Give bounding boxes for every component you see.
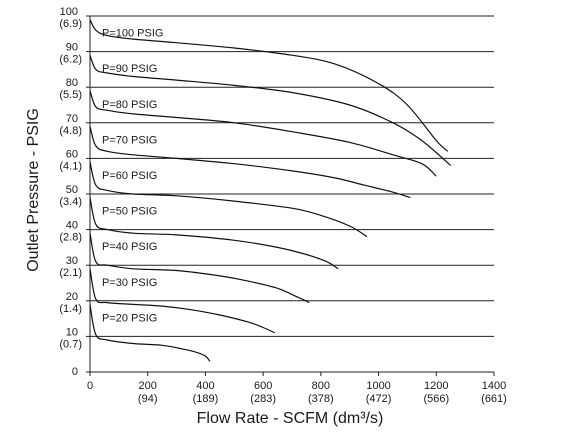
- series-label-p20: P=20 PSIG: [102, 312, 157, 324]
- y-tick-label-60: 60: [66, 148, 78, 160]
- series-line-p100: [89, 19, 449, 152]
- series-line-p20: [89, 304, 211, 362]
- y-tick-label-30: 30: [66, 255, 78, 267]
- series-label-p70: P=70 PSIG: [102, 134, 157, 146]
- series-label-p50: P=50 PSIG: [102, 206, 157, 218]
- series-line-p70: [89, 126, 411, 199]
- series-line-p40: [89, 233, 310, 304]
- y-tick-sublabel-100: (6.9): [59, 18, 82, 30]
- y-tick-label-10: 10: [66, 326, 78, 338]
- y-tick-sublabel-30: (2.1): [59, 267, 82, 279]
- series-label-p30: P=30 PSIG: [102, 277, 157, 289]
- y-tick-label-20: 20: [66, 291, 78, 303]
- x-tick-label-1400: 1400: [482, 380, 506, 392]
- series-line-p80: [89, 90, 437, 177]
- series-line-p30: [89, 268, 275, 334]
- y-tick-label-100: 100: [60, 6, 78, 18]
- series-line-p90: [89, 54, 452, 166]
- series-label-p40: P=40 PSIG: [102, 241, 157, 253]
- y-tick-sublabel-50: (3.4): [59, 196, 82, 208]
- y-tick-sublabel-20: (1.4): [59, 303, 82, 315]
- series-group: P=100 PSIG P=90 PSIG P=80 PSIG P=70 PSIG P=6…: [89, 19, 452, 362]
- x-tick-label-800: 800: [312, 380, 330, 392]
- x-tick-sublabel-600: (283): [250, 393, 276, 405]
- series-label-p90: P=90 PSIG: [102, 63, 157, 75]
- y-tick-sublabel-40: (2.8): [59, 232, 82, 244]
- series-line-p60: [89, 161, 368, 238]
- y-tick-sublabel-60: (4.1): [59, 160, 82, 172]
- y-tick-sublabel-90: (6.2): [59, 54, 82, 66]
- y-tick-sublabel-70: (4.8): [59, 125, 82, 137]
- series-line-p50: [89, 197, 339, 270]
- x-tick-label-1200: 1200: [424, 380, 448, 392]
- x-tick-label-400: 400: [196, 380, 214, 392]
- series-label-p60: P=60 PSIG: [102, 170, 157, 182]
- x-tick-sublabel-400: (189): [193, 393, 219, 405]
- x-tick-sublabel-1200: (566): [423, 393, 449, 405]
- y-tick-label-40: 40: [66, 220, 78, 232]
- x-tick-sublabel-1000: (472): [366, 393, 392, 405]
- series-label-p80: P=80 PSIG: [102, 99, 157, 111]
- y-tick-sublabel-80: (5.5): [59, 89, 82, 101]
- y-tick-sublabel-10: (0.7): [59, 338, 82, 350]
- y-tick-label-0: 0: [72, 366, 78, 378]
- tick-labels: 010(0.7)20(1.4)30(2.1)40(2.8)50(3.4)60(4…: [59, 6, 506, 405]
- series-label-p100: P=100 PSIG: [102, 28, 163, 40]
- y-axis-title: Outlet Pressure - PSIG: [25, 108, 42, 272]
- x-tick-label-200: 200: [139, 380, 157, 392]
- y-tick-label-90: 90: [66, 42, 78, 54]
- x-tick-sublabel-800: (378): [308, 393, 334, 405]
- y-tick-label-80: 80: [66, 77, 78, 89]
- x-axis-title: Flow Rate - SCFM (dm³/s): [197, 410, 384, 427]
- x-tick-sublabel-1400: (661): [481, 393, 507, 405]
- gridlines: [90, 15, 494, 337]
- x-tick-label-1000: 1000: [366, 380, 390, 392]
- x-tick-label-0: 0: [87, 380, 93, 392]
- x-tick-label-600: 600: [254, 380, 272, 392]
- y-tick-label-70: 70: [66, 113, 78, 125]
- x-tick-sublabel-200: (94): [138, 393, 158, 405]
- y-tick-label-50: 50: [66, 184, 78, 196]
